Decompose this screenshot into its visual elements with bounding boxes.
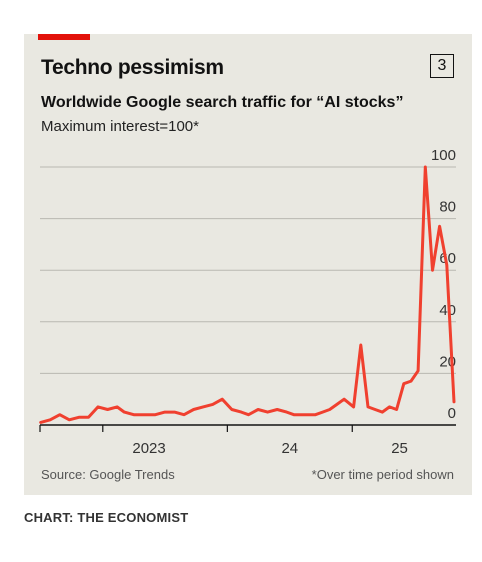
chart-credit: CHART: THE ECONOMIST xyxy=(24,510,189,525)
x-axis: 2023 24 25 xyxy=(39,424,456,457)
chart-number-badge: 3 xyxy=(430,54,454,78)
gridlines xyxy=(40,166,456,374)
x-tick-label: 2023 xyxy=(132,440,165,457)
chart-title: Techno pessimism xyxy=(41,56,224,79)
unit-note: Maximum interest=100* xyxy=(41,118,199,135)
chart-subtitle: Worldwide Google search traffic for “AI … xyxy=(41,94,404,111)
red-tag xyxy=(38,34,90,40)
series-lines xyxy=(39,165,456,424)
source-note: Source: Google Trends xyxy=(41,467,175,482)
x-tick-label: 25 xyxy=(391,440,408,457)
y-tick-label: 0 xyxy=(448,405,456,422)
y-tick-label: 100 xyxy=(431,147,456,164)
y-tick-label: 80 xyxy=(439,199,456,216)
footnote: *Over time period shown xyxy=(311,467,454,482)
y-tick-label: 40 xyxy=(439,302,456,319)
x-tick-label: 24 xyxy=(281,440,298,457)
chart-card: Techno pessimism 3 Worldwide Google sear… xyxy=(24,34,472,495)
series-line-0 xyxy=(39,165,456,424)
